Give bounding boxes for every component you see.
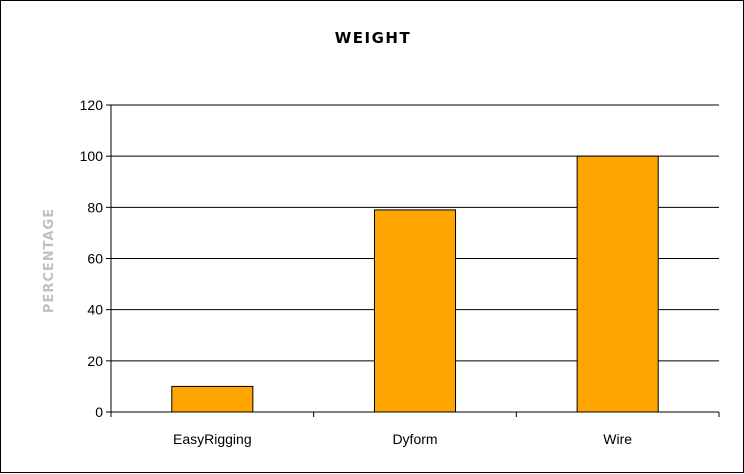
x-tick-label-wire: Wire	[603, 431, 632, 447]
y-axis-label: PERCENTAGE	[42, 208, 57, 313]
bars	[171, 155, 659, 413]
y-tick-labels: 0 20 40 60 80 100 120	[80, 97, 104, 420]
y-tick-label: 20	[87, 353, 103, 369]
bar-dyform	[373, 209, 457, 413]
y-tick-label: 120	[80, 97, 104, 113]
x-tick-label-dyform: Dyform	[392, 431, 437, 447]
x-tick-label-easyrigging: EasyRigging	[173, 431, 252, 447]
y-tick-label: 80	[87, 199, 103, 215]
chart-title: WEIGHT	[335, 29, 411, 47]
y-tick-label: 100	[80, 148, 104, 164]
bar-wire	[576, 155, 659, 413]
y-tick-label: 0	[95, 404, 103, 420]
y-tick-label: 60	[87, 251, 103, 267]
y-tick-label: 40	[87, 302, 103, 318]
axes	[106, 104, 720, 417]
x-tick-labels: EasyRigging Dyform Wire	[173, 431, 632, 447]
bar-easyrigging	[171, 385, 254, 413]
